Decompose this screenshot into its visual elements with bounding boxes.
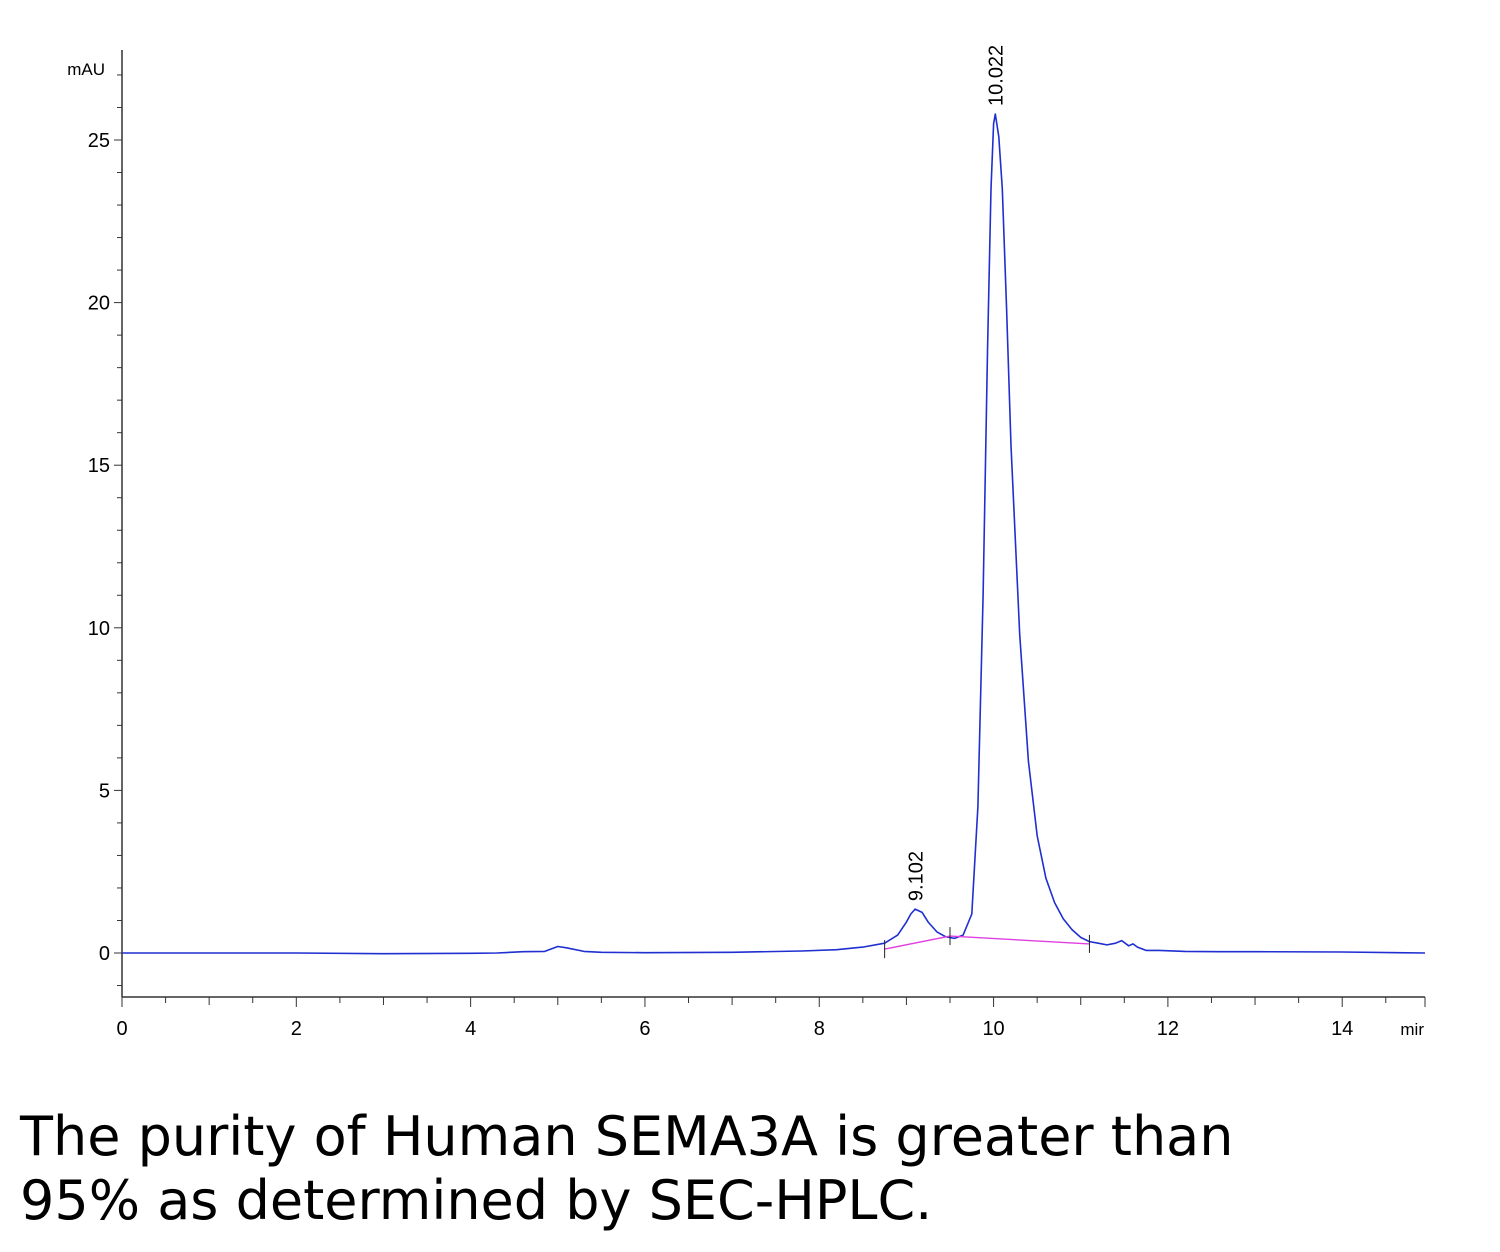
x-tick-label: 14	[1331, 1018, 1353, 1040]
y-tick-label: 15	[88, 455, 110, 477]
x-tick-label: 4	[465, 1018, 476, 1040]
x-tick-label: 2	[291, 1018, 302, 1040]
y-tick-label: 10	[88, 618, 110, 640]
caption-line-2: 95% as determined by SEC-HPLC.	[20, 1169, 933, 1232]
y-tick-label: 25	[88, 130, 110, 152]
signal-trace	[122, 113, 1426, 955]
y-axis: 0 5 10 15 20 25 mAU	[67, 50, 123, 997]
x-axis-unit: mir	[1400, 1020, 1424, 1039]
figure-caption: The purity of Human SEMA3A is greater th…	[20, 1105, 1480, 1233]
x-tick-label: 0	[116, 1018, 127, 1040]
x-axis: 0 2 4 6 8 10 12 14 mir	[116, 996, 1426, 1040]
chromatogram-chart: 0 5 10 15 20 25 mAU 0 2 4 6 8 10 12 14 mir 9.102 10.022	[67, 45, 1426, 1040]
x-tick-label: 12	[1157, 1018, 1179, 1040]
y-tick-label: 20	[88, 293, 110, 315]
y-tick-label: 5	[99, 780, 110, 802]
series-layer	[122, 113, 1426, 959]
y-axis-unit: mAU	[67, 60, 105, 79]
peak-label: 10.022	[985, 45, 1007, 106]
baseline-trace	[884, 935, 1090, 950]
peak-labels: 9.102 10.022	[905, 45, 1007, 901]
x-tick-label: 10	[982, 1018, 1004, 1040]
caption-line-1: The purity of Human SEMA3A is greater th…	[20, 1105, 1234, 1168]
peak-label: 9.102	[905, 851, 927, 901]
x-tick-label: 8	[814, 1018, 825, 1040]
y-tick-label: 0	[99, 943, 110, 965]
x-tick-label: 6	[639, 1018, 650, 1040]
